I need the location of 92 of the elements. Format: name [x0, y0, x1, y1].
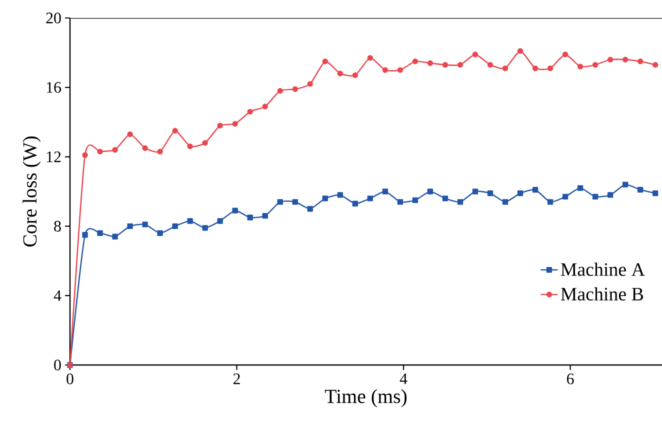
- point: [412, 58, 418, 64]
- point: [277, 199, 283, 205]
- y-tick-label: 16: [46, 82, 62, 93]
- point: [187, 218, 193, 224]
- point: [532, 186, 538, 193]
- point: [607, 192, 614, 198]
- y-tick-label: 8: [54, 220, 61, 232]
- point: [262, 212, 268, 219]
- point: [427, 60, 434, 66]
- point: [367, 196, 374, 202]
- legend-label: Machine B: [560, 287, 644, 301]
- y-tick-label: 20: [46, 12, 61, 24]
- point: [112, 234, 118, 240]
- point: [502, 199, 508, 205]
- point: [472, 52, 478, 58]
- point: [592, 194, 598, 200]
- point: [202, 225, 208, 231]
- point: [652, 190, 658, 196]
- point: [637, 186, 644, 193]
- point: [487, 190, 494, 196]
- x-tick-label: 2: [233, 374, 240, 384]
- point: [292, 86, 298, 92]
- point: [142, 222, 148, 228]
- point: [547, 65, 554, 72]
- point: [82, 152, 88, 158]
- point: [382, 188, 388, 194]
- point: [202, 140, 208, 146]
- point: [97, 230, 103, 236]
- point: [172, 223, 178, 230]
- point: [457, 62, 464, 68]
- point: [307, 81, 313, 87]
- point: [247, 214, 253, 220]
- y-tick-label: 0: [54, 360, 61, 370]
- point: [112, 147, 118, 153]
- point: [247, 108, 253, 115]
- x-axis-title: Time (ms): [324, 389, 407, 408]
- point: [562, 194, 568, 200]
- point: [217, 218, 223, 224]
- point: [517, 190, 524, 196]
- point: [337, 192, 343, 198]
- point: [127, 131, 133, 138]
- y-tick-label: 4: [54, 290, 62, 301]
- point: [532, 65, 538, 72]
- point: [352, 200, 358, 206]
- point: [562, 52, 568, 58]
- point: [517, 48, 524, 54]
- legend-label: Machine A: [560, 262, 645, 276]
- point: [322, 58, 328, 64]
- point: [622, 56, 628, 62]
- point: [82, 232, 88, 238]
- point: [187, 144, 193, 150]
- point: [547, 199, 554, 205]
- point: [457, 199, 464, 205]
- point: [637, 58, 644, 64]
- point: [367, 55, 374, 61]
- point: [577, 185, 584, 191]
- y-tick-label: 12: [46, 152, 61, 162]
- x-tick-label: 6: [566, 374, 574, 384]
- point: [382, 67, 388, 73]
- point: [97, 148, 103, 154]
- point: [172, 128, 178, 134]
- point: [337, 70, 343, 76]
- point: [322, 196, 328, 202]
- point: [127, 223, 133, 230]
- point: [502, 65, 508, 72]
- point: [352, 72, 358, 78]
- point: [442, 196, 448, 202]
- point: [472, 188, 478, 194]
- point: [427, 188, 434, 194]
- point: [142, 145, 148, 151]
- y-axis-title: Core loss (W): [22, 136, 41, 247]
- point: [577, 64, 584, 70]
- x-tick-label: 0: [66, 374, 74, 384]
- point: [232, 120, 238, 127]
- point: [157, 230, 163, 236]
- point: [262, 104, 268, 110]
- x-tick-label: 4: [400, 374, 408, 384]
- point: [277, 88, 283, 94]
- point: [592, 62, 598, 68]
- point: [307, 206, 313, 212]
- point: [397, 199, 404, 205]
- point: [397, 67, 404, 73]
- point: [487, 62, 494, 68]
- point: [622, 182, 628, 188]
- point: [652, 62, 658, 68]
- point: [217, 122, 223, 128]
- point: [292, 199, 298, 205]
- point: [157, 148, 163, 154]
- point: [607, 56, 614, 62]
- point: [232, 208, 238, 214]
- point: [442, 62, 448, 68]
- point: [412, 197, 418, 204]
